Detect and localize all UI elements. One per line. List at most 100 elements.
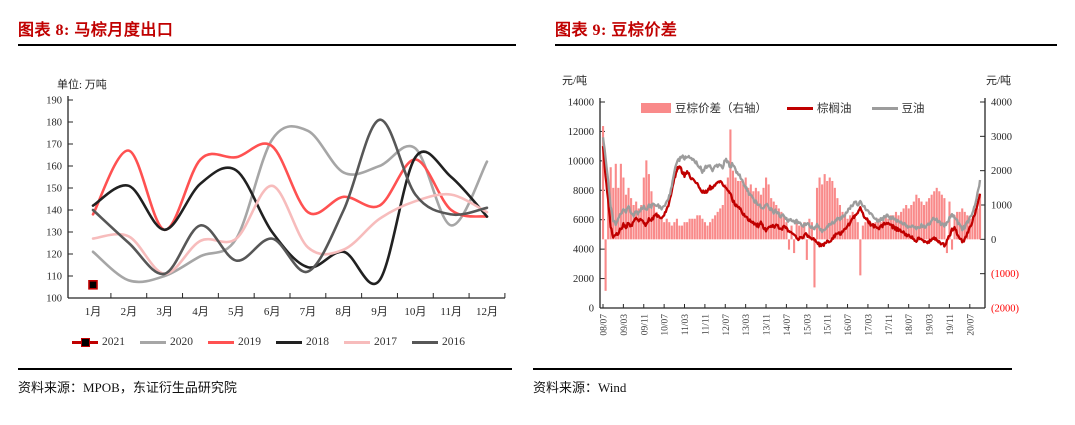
legend-swatch-豆棕价差（右轴） xyxy=(641,103,671,113)
spread-bar xyxy=(950,239,954,250)
spread-bar xyxy=(775,205,778,240)
spread-bar xyxy=(635,201,638,240)
spread-bar xyxy=(772,201,775,240)
spread-bar xyxy=(754,187,757,240)
spread-bar xyxy=(780,211,783,240)
legend-item-棕榈油: 棕榈油 xyxy=(787,100,852,116)
spread-bar xyxy=(887,218,890,240)
series-2021-marker xyxy=(88,280,98,290)
chart9-source-rule xyxy=(533,368,1012,370)
spread-bar xyxy=(696,215,699,240)
left-chart-panel: 图表 8: 马棕月度出口 单位: 万吨 100 110 120 130 140 150 16… xyxy=(0,0,537,425)
x-tick-label: 17/11 xyxy=(885,314,895,336)
legend-label-2020: 2020 xyxy=(170,336,193,348)
left-axis-label: 14000 xyxy=(568,98,594,109)
legend-item-2020: 2020 xyxy=(140,336,193,348)
legend-label-2019: 2019 xyxy=(238,336,261,348)
spread-bar xyxy=(607,191,610,240)
spread-bar xyxy=(973,215,977,240)
y-tick-label: 140 xyxy=(46,206,62,217)
x-tick-label: 13/03 xyxy=(742,314,752,336)
x-tick-label: 20/07 xyxy=(966,314,976,336)
spread-bar xyxy=(614,163,617,240)
spread-bar xyxy=(742,184,745,240)
left-axis-label: 0 xyxy=(589,304,594,315)
left-axis-label: 8000 xyxy=(573,186,594,197)
spread-bar xyxy=(826,180,829,240)
x-tick-label: 6月 xyxy=(264,306,281,318)
legend-item-2019: 2019 xyxy=(208,336,261,348)
spread-bar xyxy=(691,218,694,240)
spread-bar xyxy=(976,208,979,240)
right-axis-label: 1000 xyxy=(991,201,1012,212)
spread-bar xyxy=(803,222,806,240)
spread-bar xyxy=(907,208,910,240)
spread-bar xyxy=(688,218,691,240)
spread-bar xyxy=(874,222,877,240)
spread-bar xyxy=(815,187,819,240)
legend-swatch-豆油 xyxy=(871,106,898,110)
x-tick-label: 15/11 xyxy=(824,314,834,336)
x-tick-label: 3月 xyxy=(156,306,173,318)
x-tick-label: 16/07 xyxy=(844,314,854,336)
spread-bar xyxy=(854,218,857,240)
x-tick-label: 09/11 xyxy=(640,314,650,336)
legend-label-豆油: 豆油 xyxy=(901,103,925,115)
spread-bar xyxy=(752,191,755,240)
spread-bar xyxy=(604,239,607,291)
spread-bar xyxy=(617,187,620,240)
x-tick-label: 12/07 xyxy=(722,314,732,336)
right-axis-label: 0 xyxy=(991,235,996,246)
spread-bar xyxy=(698,215,701,240)
chart9-legend: 豆棕价差（右轴） 棕榈油 豆油 xyxy=(641,100,925,116)
spread-bar xyxy=(652,205,656,240)
spread-bar xyxy=(915,194,918,240)
spread-bar xyxy=(678,225,681,240)
spread-bar xyxy=(744,177,747,240)
spread-bar xyxy=(945,239,948,254)
spread-bar xyxy=(650,191,653,240)
spread-bar xyxy=(900,211,903,240)
x-tick-label: 19/03 xyxy=(926,314,936,336)
spread-bar xyxy=(930,194,933,240)
legend-swatch-2017 xyxy=(344,340,370,344)
legend-item-2018: 2018 xyxy=(276,336,329,348)
chart8-legend: 2021 2020 2019 2018 2017 2016 xyxy=(0,336,537,348)
y-tick-label: 190 xyxy=(46,96,62,107)
spread-bar xyxy=(818,177,821,240)
spread-bar xyxy=(889,215,892,240)
legend-swatch-2018 xyxy=(276,340,302,344)
spread-bar xyxy=(910,205,913,240)
spread-bar xyxy=(894,211,898,240)
x-tick-label: 2月 xyxy=(121,306,138,318)
legend-swatch-2021 xyxy=(72,337,98,347)
spread-bar xyxy=(810,222,813,240)
series-棕榈油 xyxy=(601,145,982,248)
chart9-right-axis-unit: 元/吨 xyxy=(986,75,1012,87)
spread-bar xyxy=(724,184,727,240)
series-2018 xyxy=(91,150,489,285)
legend-item-2017: 2017 xyxy=(344,336,397,348)
spread-bar xyxy=(821,184,824,240)
spread-combo-chart: 02000400060008000100001200014000(2000)(1… xyxy=(568,98,1020,336)
spread-bar xyxy=(765,177,768,240)
right-axis-label: 3000 xyxy=(991,132,1012,143)
spread-bar xyxy=(627,187,630,240)
legend-label-棕榈油: 棕榈油 xyxy=(817,103,852,115)
right-axis-label: 4000 xyxy=(991,98,1012,109)
palm-export-line-chart: 100 110 120 130 140 150 160 170 180 190 1月 2月 3月 4月 5月… xyxy=(46,96,506,318)
right-axis-label: (2000) xyxy=(991,304,1019,315)
x-tick-label: 18/07 xyxy=(905,314,915,336)
spread-bar xyxy=(693,218,696,240)
spread-bar xyxy=(714,215,717,240)
spread-bar xyxy=(708,222,712,240)
spread-bar xyxy=(655,211,658,240)
spread-bar xyxy=(956,211,959,240)
x-tick-label: 10/07 xyxy=(661,314,671,336)
spread-bar xyxy=(805,239,808,260)
spread-bar xyxy=(673,222,676,240)
spread-bar xyxy=(961,208,964,240)
spread-bar xyxy=(856,222,859,240)
spread-bar xyxy=(861,225,864,240)
x-tick-label: 10月 xyxy=(404,306,426,318)
